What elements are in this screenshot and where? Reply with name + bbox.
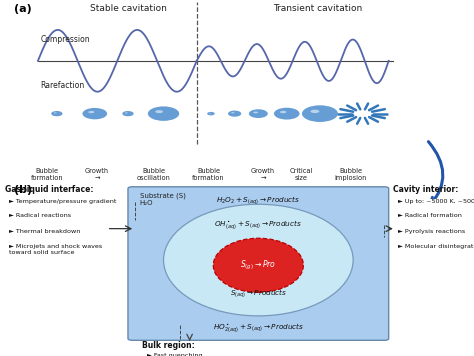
Ellipse shape (209, 113, 211, 114)
Text: $HO^\bullet_{2(aq)} + S_{(aq)} \rightarrow Products$: $HO^\bullet_{2(aq)} + S_{(aq)} \rightarr… (213, 322, 304, 334)
Ellipse shape (155, 110, 163, 113)
Text: ► Pyrolysis reactions: ► Pyrolysis reactions (398, 229, 465, 234)
Text: Transient cavitation: Transient cavitation (273, 4, 362, 13)
Text: (b): (b) (14, 185, 32, 195)
Text: $S_{(aq)} \rightarrow Products$: $S_{(aq)} \rightarrow Products$ (229, 287, 287, 299)
Text: Stable cavitation: Stable cavitation (90, 4, 166, 13)
Text: Bubble
oscillation: Bubble oscillation (137, 168, 171, 182)
Ellipse shape (213, 238, 303, 292)
Text: ► Fast quenching
temperature/pressure: ► Fast quenching temperature/pressure (147, 352, 218, 356)
Text: Bulk region:: Bulk region: (142, 341, 195, 350)
Text: ► Microjets and shock waves
toward solid surface: ► Microjets and shock waves toward solid… (9, 244, 103, 255)
Ellipse shape (82, 108, 107, 119)
Ellipse shape (302, 105, 338, 122)
Ellipse shape (280, 111, 286, 113)
Ellipse shape (310, 110, 319, 113)
Text: $S_{(g)} \rightarrow Pro$: $S_{(g)} \rightarrow Pro$ (240, 259, 276, 272)
Ellipse shape (54, 112, 57, 114)
Text: Growth
→: Growth → (251, 168, 275, 182)
Text: ► Radical formation: ► Radical formation (398, 213, 462, 218)
Ellipse shape (253, 111, 258, 113)
Ellipse shape (51, 111, 63, 116)
Text: ► Radical reactions: ► Radical reactions (9, 213, 72, 218)
Text: ► Temperature/pressure gradient: ► Temperature/pressure gradient (9, 199, 117, 204)
Text: Rarefaction: Rarefaction (40, 81, 84, 90)
Ellipse shape (164, 204, 353, 316)
Text: $H_2O_2 + S_{(aq)} \rightarrow Products$: $H_2O_2 + S_{(aq)} \rightarrow Products$ (216, 194, 301, 205)
FancyBboxPatch shape (128, 187, 389, 340)
Text: ► Thermal breakdown: ► Thermal breakdown (9, 229, 81, 234)
Text: (a): (a) (14, 4, 32, 14)
Ellipse shape (274, 108, 300, 120)
FancyArrowPatch shape (428, 142, 443, 205)
Ellipse shape (125, 112, 128, 114)
Ellipse shape (228, 111, 241, 117)
Ellipse shape (231, 112, 235, 114)
Text: $OH^\bullet_{(aq)} + S_{(aq)} \rightarrow Products$: $OH^\bullet_{(aq)} + S_{(aq)} \rightarro… (214, 219, 302, 231)
Text: Compression: Compression (40, 35, 90, 44)
Text: Bubble
implosion: Bubble implosion (335, 168, 367, 182)
Ellipse shape (88, 111, 94, 113)
Text: Growth
→: Growth → (85, 168, 109, 182)
Text: ► Up to: ~5000 K, ~500 MPa: ► Up to: ~5000 K, ~500 MPa (398, 199, 474, 204)
Text: Bubble
formation: Bubble formation (31, 168, 64, 182)
Ellipse shape (207, 112, 215, 115)
Ellipse shape (148, 106, 179, 121)
Text: Substrate (S)
H₂O: Substrate (S) H₂O (140, 192, 186, 205)
Text: ► Molecular disintegration: ► Molecular disintegration (398, 244, 474, 249)
Text: Gas-liquid interface:: Gas-liquid interface: (5, 185, 93, 194)
Ellipse shape (249, 109, 268, 118)
Text: Critical
size: Critical size (289, 168, 313, 182)
Text: Bubble
formation: Bubble formation (192, 168, 225, 182)
Text: Cavity interior:: Cavity interior: (393, 185, 459, 194)
Ellipse shape (122, 111, 134, 116)
